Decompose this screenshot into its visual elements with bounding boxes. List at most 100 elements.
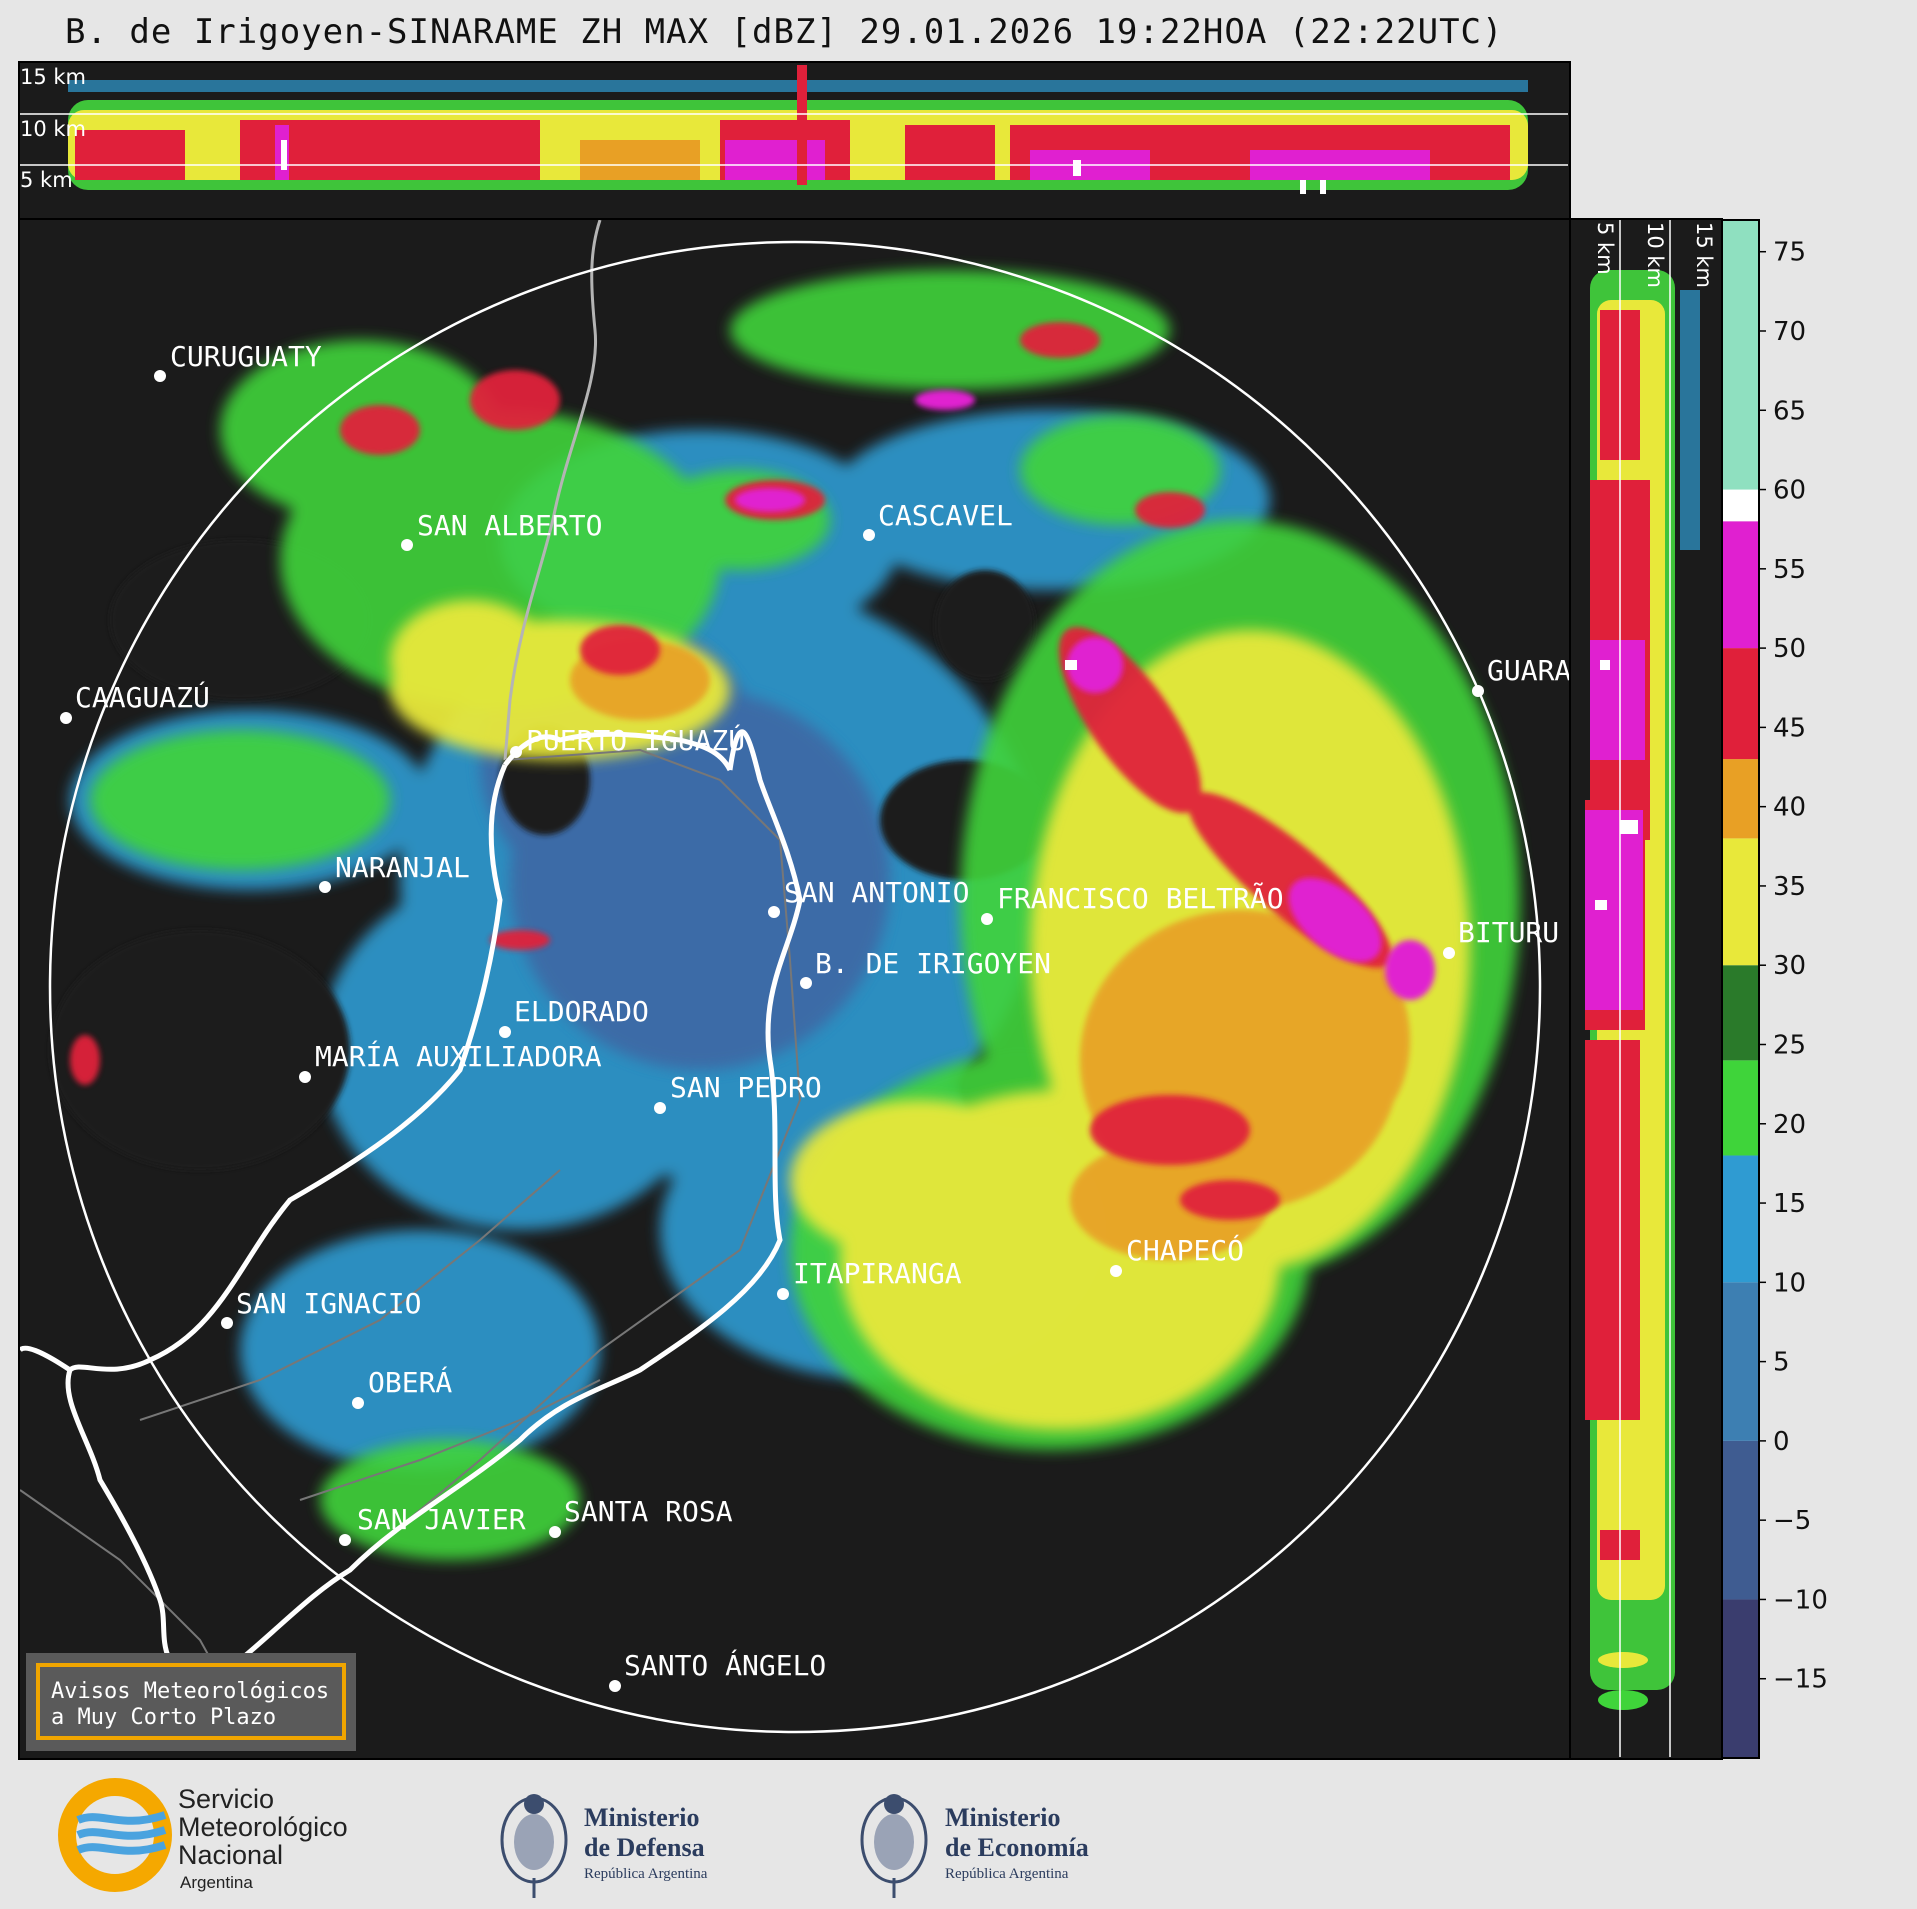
colorbar-tick-label: 10	[1773, 1268, 1806, 1298]
city-markers	[60, 370, 1484, 1692]
colorbar-band	[1722, 965, 1759, 1061]
economia-logo-line3: República Argentina	[945, 1866, 1069, 1882]
colorbar-band	[1722, 838, 1759, 966]
ministerio-economia-logo: Ministerio de Economía República Argenti…	[860, 1794, 1089, 1898]
colorbar-tick-label: 45	[1773, 713, 1806, 743]
colorbar-tick-label: 75	[1773, 238, 1806, 268]
smn-logo-line4: Argentina	[180, 1873, 253, 1892]
coat-of-arms-icon	[500, 1794, 568, 1898]
border-lines	[20, 220, 803, 1731]
colorbar-band	[1722, 759, 1759, 839]
city-label-itapiranga: ITAPIRANGA	[793, 1257, 962, 1290]
colorbar-tick-label: 5	[1773, 1348, 1790, 1378]
side-cross-section-panel: 5 km 10 km 15 km	[1569, 218, 1723, 1760]
smn-logo-line3: Nacional	[178, 1840, 283, 1870]
city-marker-naranjal	[319, 881, 331, 893]
city-marker-bituru	[1443, 947, 1455, 959]
coat-of-arms-icon	[860, 1794, 928, 1898]
city-label-caaguazu: CAAGUAZÚ	[75, 680, 210, 714]
city-label-cascavel: CASCAVEL	[878, 499, 1013, 532]
colorbar-tick-label: −15	[1773, 1665, 1828, 1695]
top-height-label-5: 5 km	[20, 168, 73, 192]
peak-echo-cell	[1065, 660, 1077, 670]
colorbar-tick-label: 55	[1773, 555, 1806, 585]
footer-logos: Servicio Meteorológico Nacional Argentin…	[58, 1778, 1089, 1898]
colorbar-tick-label: 25	[1773, 1030, 1806, 1060]
city-label-san-ignacio: SAN IGNACIO	[236, 1287, 421, 1320]
city-marker-santo-angelo	[609, 1680, 621, 1692]
city-label-b-de-irigoyen: B. DE IRIGOYEN	[815, 947, 1051, 980]
colorbar-band	[1722, 1155, 1759, 1283]
economia-logo-line2: de Economía	[945, 1833, 1089, 1862]
city-marker-obera	[352, 1397, 364, 1409]
warning-box[interactable]: Avisos Meteorológicos a Muy Corto Plazo	[26, 1653, 356, 1751]
colorbar-tick-label: 30	[1773, 951, 1806, 981]
colorbar-tick-label: −10	[1773, 1585, 1828, 1615]
city-label-guara: GUARA	[1487, 654, 1571, 687]
city-label-naranjal: NARANJAL	[335, 851, 470, 884]
city-marker-curuguaty	[154, 370, 166, 382]
city-label-santa-rosa: SANTA ROSA	[564, 1495, 733, 1528]
city-marker-chapeco	[1110, 1265, 1122, 1277]
city-label-obera: OBERÁ	[368, 1365, 452, 1399]
city-label-san-javier: SAN JAVIER	[357, 1503, 526, 1536]
colorbar-bands	[1722, 220, 1759, 1758]
city-label-bituru: BITURU	[1458, 916, 1559, 949]
defensa-logo-line2: de Defensa	[584, 1833, 705, 1862]
colorbar-tick-label: 70	[1773, 317, 1806, 347]
ministerio-defensa-logo: Ministerio de Defensa República Argentin…	[500, 1794, 708, 1898]
colorbar-tick-label: 60	[1773, 476, 1806, 506]
defensa-logo-line1: Ministerio	[584, 1803, 700, 1832]
city-label-san-antonio: SAN ANTONIO	[784, 876, 969, 909]
colorbar-tick-label: 20	[1773, 1110, 1806, 1140]
radar-echoes	[50, 270, 1520, 1560]
city-marker-guara	[1472, 685, 1484, 697]
colorbar-frame	[1721, 219, 1760, 1759]
smn-emblem-icon	[58, 1778, 172, 1892]
side-height-label-5: 5 km	[1593, 222, 1617, 275]
city-label-curuguaty: CURUGUATY	[170, 340, 322, 373]
colorbar-band	[1722, 648, 1759, 760]
page-title: B. de Irigoyen-SINARAME ZH MAX [dBZ] 29.…	[65, 12, 1504, 52]
city-marker-santa-rosa	[549, 1526, 561, 1538]
colorbar-tick-label: 65	[1773, 396, 1806, 426]
top-height-label-10: 10 km	[20, 117, 86, 141]
colorbar-band	[1722, 1282, 1759, 1441]
city-marker-san-pedro	[654, 1102, 666, 1114]
city-label-san-pedro: SAN PEDRO	[670, 1071, 822, 1104]
city-marker-san-alberto	[401, 539, 413, 551]
colorbar-tick-label: 40	[1773, 793, 1806, 823]
city-label-chapeco: CHAPECÓ	[1126, 1233, 1244, 1267]
city-marker-san-ignacio	[221, 1317, 233, 1329]
city-marker-eldorado	[499, 1026, 511, 1038]
defensa-logo-line3: República Argentina	[584, 1866, 708, 1882]
colorbar-tick-label: 15	[1773, 1189, 1806, 1219]
city-marker-itapiranga	[777, 1288, 789, 1300]
economia-logo-line1: Ministerio	[945, 1803, 1061, 1832]
colorbar-tick-label: −5	[1773, 1506, 1811, 1536]
city-marker-caaguazu	[60, 712, 72, 724]
smn-logo: Servicio Meteorológico Nacional Argentin…	[58, 1778, 348, 1892]
city-label-eldorado: ELDORADO	[514, 995, 649, 1028]
colorbar-band	[1722, 1060, 1759, 1156]
city-label-francisco-beltrao: FRANCISCO BELTRÃO	[997, 882, 1284, 915]
city-marker-san-antonio	[768, 906, 780, 918]
warning-box-line1: Avisos Meteorológicos	[51, 1679, 329, 1704]
city-label-san-alberto: SAN ALBERTO	[417, 509, 602, 542]
colorbar-band	[1722, 1440, 1759, 1600]
smn-logo-line2: Meteorológico	[178, 1812, 348, 1842]
colorbar-band	[1722, 220, 1759, 490]
city-marker-b-de-irigoyen	[800, 977, 812, 989]
city-marker-cascavel	[863, 529, 875, 541]
city-marker-francisco-beltrao	[981, 913, 993, 925]
colorbar-tick-label: 35	[1773, 872, 1806, 902]
colorbar-band	[1722, 1599, 1759, 1758]
city-label-santo-angelo: SANTO ÁNGELO	[624, 1648, 826, 1682]
colorbar-band	[1722, 521, 1759, 649]
side-height-label-15: 15 km	[1692, 222, 1716, 288]
colorbar-band	[1722, 489, 1759, 522]
warning-box-line2: a Muy Corto Plazo	[51, 1705, 276, 1730]
